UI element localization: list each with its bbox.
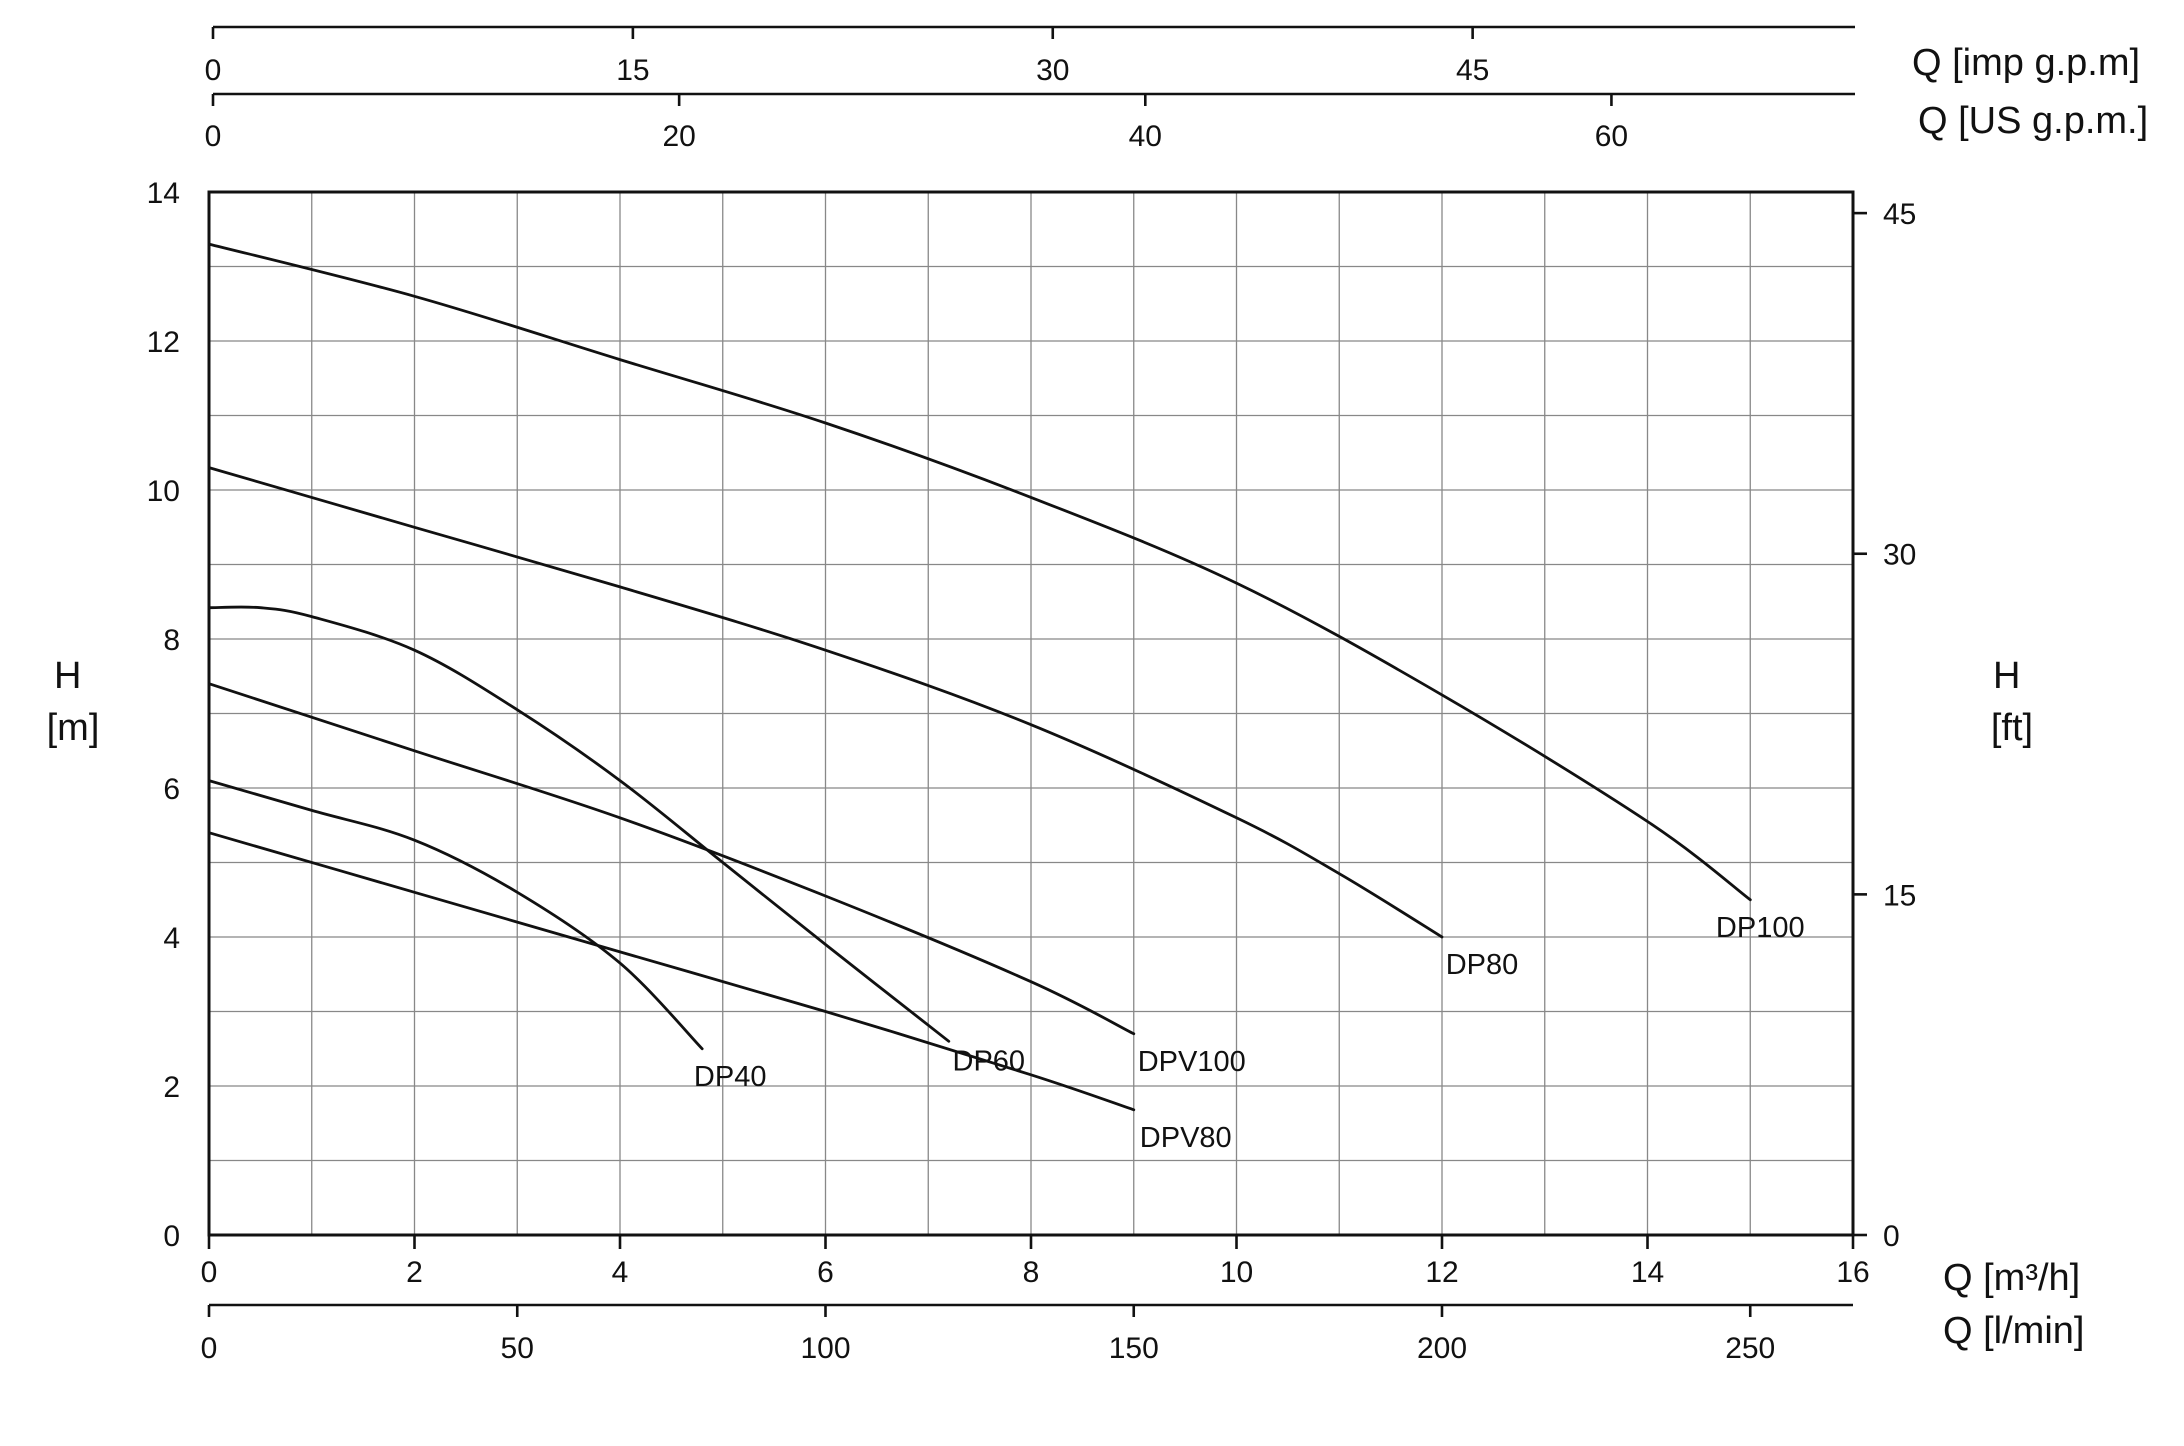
curve-dpv100 — [207, 682, 1136, 1036]
top-imp-axis-label: Q [imp g.p.m] — [1912, 42, 2140, 84]
right-tick-label: 15 — [1883, 879, 1916, 912]
curve-dpv80 — [207, 831, 1136, 1112]
secondary-tick-label: 250 — [1725, 1332, 1775, 1365]
y-tick-label: 4 — [163, 922, 180, 955]
secondary-tick-label: 150 — [1109, 1332, 1159, 1365]
secondary-tick-label: 30 — [1036, 54, 1069, 87]
x-tick-label: 10 — [1220, 1256, 1253, 1289]
curve-label-dp40: DP40 — [694, 1061, 767, 1093]
x-tick-label: 14 — [1631, 1256, 1664, 1289]
curve-label-dp60: DP60 — [953, 1045, 1026, 1077]
right-tick-label: 0 — [1883, 1220, 1900, 1253]
right-axis-label: H [ft] — [1991, 655, 2033, 749]
bottom-axis-label: Q [m³/h] — [1943, 1257, 2080, 1299]
curve-label-dpv100: DPV100 — [1138, 1046, 1246, 1078]
y-tick-label: 12 — [147, 326, 180, 359]
y-tick-label: 0 — [163, 1220, 180, 1253]
right-tick-label: 45 — [1883, 198, 1916, 231]
x-tick-label: 6 — [817, 1256, 834, 1289]
secondary-tick-label: 50 — [501, 1332, 534, 1365]
secondary-tick-label: 0 — [201, 1332, 218, 1365]
left-axis-label: H [m] — [47, 655, 100, 749]
curve-dp60 — [207, 605, 951, 1043]
y-tick-label: 14 — [147, 177, 180, 210]
x-tick-label: 2 — [406, 1256, 423, 1289]
x-tick-label: 12 — [1425, 1256, 1458, 1289]
secondary-tick-label: 100 — [800, 1332, 850, 1365]
curve-dp40 — [207, 779, 704, 1051]
secondary-tick-label: 20 — [662, 120, 695, 153]
x-tick-label: 16 — [1836, 1256, 1869, 1289]
curve-label-dp100: DP100 — [1716, 912, 1805, 944]
x-tick-label: 4 — [612, 1256, 629, 1289]
bottom-axis-q-lmin: 0 50 100 150 200 250 — [201, 1305, 1775, 1365]
secondary-tick-label: 0 — [205, 54, 222, 87]
y-tick-label: 8 — [163, 624, 180, 657]
x-tick-label: 0 — [201, 1256, 218, 1289]
performance-curves — [207, 242, 1752, 1112]
curve-label-dp80: DP80 — [1446, 949, 1519, 981]
top-us-axis-label: Q [US g.p.m.] — [1918, 100, 2148, 142]
x-tick-label: 8 — [1023, 1256, 1040, 1289]
secondary-tick-label: 45 — [1456, 54, 1489, 87]
bottom2-axis-label: Q [l/min] — [1943, 1310, 2084, 1352]
secondary-tick-label: 200 — [1417, 1332, 1467, 1365]
y-tick-label: 6 — [163, 773, 180, 806]
secondary-tick-label: 0 — [205, 120, 222, 153]
right-axis-h-ft: 0 15 30 45 — [1853, 198, 1916, 1253]
bottom-axis-q-m3h: 0 2 4 6 8 10 12 14 16 — [201, 1235, 1870, 1289]
top-axis-q-imp-gpm: 0 15 30 45 — [205, 27, 1489, 87]
top-axis-q-us-gpm: 0 20 40 60 — [205, 94, 1628, 153]
secondary-tick-label: 60 — [1595, 120, 1628, 153]
y-tick-label: 2 — [163, 1071, 180, 1104]
curve-dp80 — [207, 466, 1444, 939]
curve-labels: DP100 DP80 DP60 DPV100 DPV80 DP40 — [694, 912, 1805, 1154]
curve-label-dpv80: DPV80 — [1140, 1122, 1232, 1154]
grid — [209, 192, 1853, 1235]
y-tick-label: 10 — [147, 475, 180, 508]
right-tick-label: 30 — [1883, 539, 1916, 572]
left-axis-h-m: 0 2 4 6 8 10 12 14 — [147, 177, 180, 1253]
secondary-tick-label: 40 — [1129, 120, 1162, 153]
curve-dp100 — [207, 242, 1752, 902]
secondary-tick-label: 15 — [616, 54, 649, 87]
